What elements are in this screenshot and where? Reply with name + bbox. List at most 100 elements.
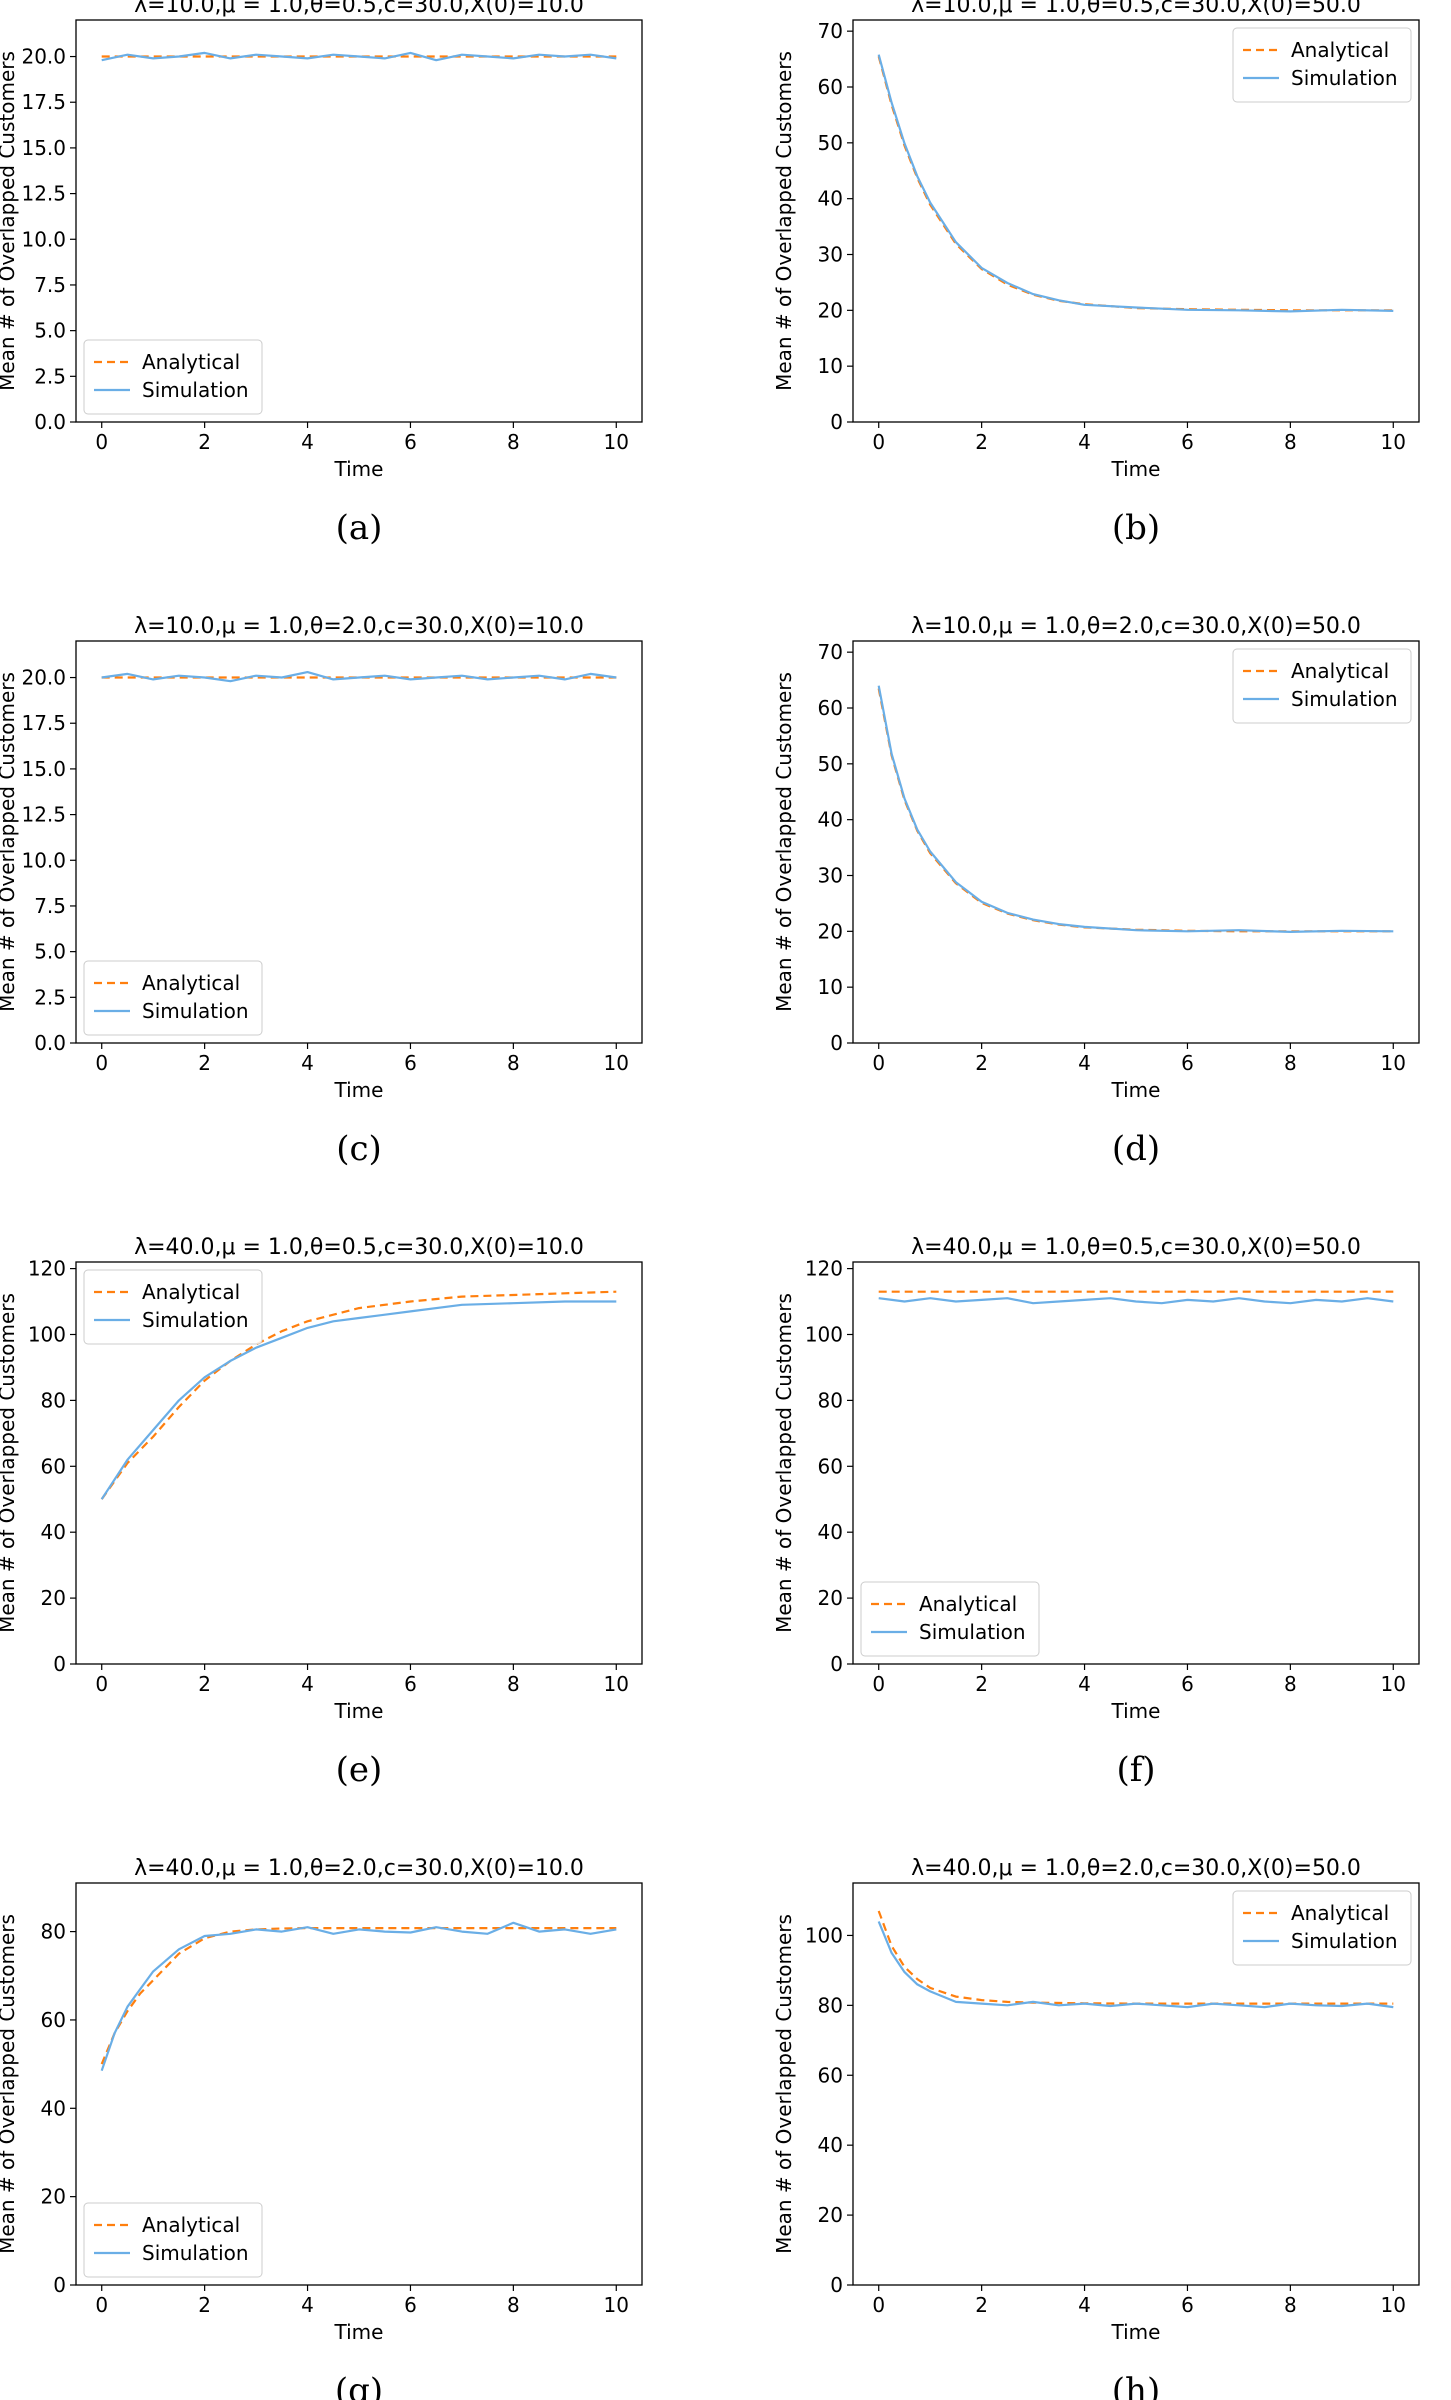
x-axis-label: Time [1111,457,1161,481]
legend: Analytical Simulation [1232,648,1412,724]
legend-box [860,1581,1040,1657]
x-axis-label: Time [1111,1078,1161,1102]
x-tick-label: 0 [872,430,885,454]
x-tick-label: 8 [507,2293,520,2317]
legend: Analytical Simulation [83,339,263,415]
y-tick-label: 15.0 [21,136,66,160]
legend-box [83,2202,263,2278]
series-line-analytical [100,1290,617,1500]
y-tick-label: 40 [41,2096,66,2120]
legend-box [1232,1890,1412,1966]
y-tick-label: 80 [41,1920,66,1944]
y-tick-label: 0.0 [34,410,66,434]
x-tick-label: 10 [1381,2293,1406,2317]
x-tick-label: 0 [872,1051,885,1075]
y-tick-label: 60 [818,1454,843,1478]
y-tick-label: 20 [818,298,843,322]
x-axis-label: Time [334,1699,384,1723]
chart-title: λ=10.0,μ = 1.0,θ=0.5,c=30.0,X(0)=50.0 [911,0,1361,18]
x-tick-label: 8 [507,430,520,454]
chart-panel-d: λ=10.0,μ = 1.0,θ=2.0,c=30.0,X(0)=50.0 0 2 4… [772,614,1420,1169]
y-axis-label: Mean # of Overlapped Customers [772,1293,796,1633]
x-tick-label: 8 [1284,1051,1297,1075]
series-line-simulation [877,1921,1394,2009]
y-tick-label: 20 [41,2185,66,2209]
series-line-simulation [101,51,617,62]
y-tick-label: 40 [818,808,843,832]
legend-label: Simulation [142,1308,249,1332]
x-tick-label: 0 [95,1672,108,1696]
y-tick-label: 10.0 [21,227,66,251]
y-axis-label: Mean # of Overlapped Customers [0,51,19,391]
x-tick-label: 6 [404,1672,417,1696]
y-tick-label: 20.0 [21,666,66,690]
chart-panel-e: λ=40.0,μ = 1.0,θ=0.5,c=30.0,X(0)=10.0 0 2 4… [0,1235,643,1790]
y-axis-label: Mean # of Overlapped Customers [772,1914,796,2254]
chart-panel-f: λ=40.0,μ = 1.0,θ=0.5,c=30.0,X(0)=50.0 0 2 4… [772,1235,1420,1790]
x-tick-label: 6 [1181,1672,1194,1696]
x-tick-label: 6 [1181,430,1194,454]
y-tick-label: 5.0 [34,319,66,343]
y-tick-label: 60 [818,75,843,99]
y-tick-label: 80 [818,1993,843,2017]
legend: Analytical Simulation [83,960,263,1036]
legend: Analytical Simulation [860,1581,1040,1657]
x-tick-label: 2 [198,2293,211,2317]
legend-label: Simulation [1291,687,1398,711]
y-tick-label: 20.0 [21,45,66,69]
y-tick-label: 40 [818,187,843,211]
y-tick-label: 20 [818,1586,843,1610]
x-tick-label: 8 [1284,2293,1297,2317]
legend: Analytical Simulation [1232,27,1412,103]
x-axis-label: Time [334,1078,384,1102]
legend-box [83,960,263,1036]
y-tick-label: 60 [41,2008,66,2032]
subfigure-caption: (c) [336,1129,382,1169]
chart-title: λ=10.0,μ = 1.0,θ=0.5,c=30.0,X(0)=10.0 [134,0,584,18]
y-tick-label: 5.0 [34,940,66,964]
series-line-simulation [100,1300,617,1500]
y-tick-label: 2.5 [34,985,66,1009]
y-tick-label: 120 [28,1257,66,1281]
x-axis-label: Time [334,457,384,481]
y-tick-label: 7.5 [34,894,66,918]
x-tick-label: 4 [1078,1672,1091,1696]
legend-box [1232,27,1412,103]
y-tick-label: 10 [818,354,843,378]
x-tick-label: 0 [95,430,108,454]
subfigure-caption: (e) [336,1750,383,1790]
y-tick-label: 0 [830,2273,843,2297]
y-tick-label: 10 [818,975,843,999]
legend: Analytical Simulation [1232,1890,1412,1966]
y-tick-label: 17.5 [21,90,66,114]
subfigure-caption: (a) [336,508,383,548]
x-tick-label: 6 [404,2293,417,2317]
y-tick-label: 80 [818,1388,843,1412]
x-tick-label: 0 [872,1672,885,1696]
y-tick-label: 100 [805,1322,843,1346]
y-tick-label: 40 [41,1520,66,1544]
y-tick-label: 2.5 [34,364,66,388]
x-tick-label: 10 [604,1672,629,1696]
legend-label: Analytical [142,350,240,374]
x-tick-label: 2 [975,2293,988,2317]
legend-box [83,1269,263,1345]
x-tick-label: 8 [507,1672,520,1696]
legend-box [83,339,263,415]
y-tick-label: 15.0 [21,757,66,781]
y-tick-label: 0 [830,1031,843,1055]
y-axis-label: Mean # of Overlapped Customers [0,1293,19,1633]
series-line-simulation [878,1297,1394,1305]
x-tick-label: 10 [1381,1672,1406,1696]
x-tick-label: 2 [198,1051,211,1075]
x-tick-label: 6 [1181,1051,1194,1075]
y-tick-label: 20 [41,1586,66,1610]
legend-label: Simulation [1291,66,1398,90]
chart-title: λ=40.0,μ = 1.0,θ=0.5,c=30.0,X(0)=50.0 [911,1235,1361,1260]
legend-label: Analytical [142,1280,240,1304]
y-tick-label: 0 [830,1652,843,1676]
y-tick-label: 40 [818,1520,843,1544]
legend-label: Simulation [142,378,249,402]
x-tick-label: 6 [404,430,417,454]
x-axis-label: Time [334,2320,384,2344]
